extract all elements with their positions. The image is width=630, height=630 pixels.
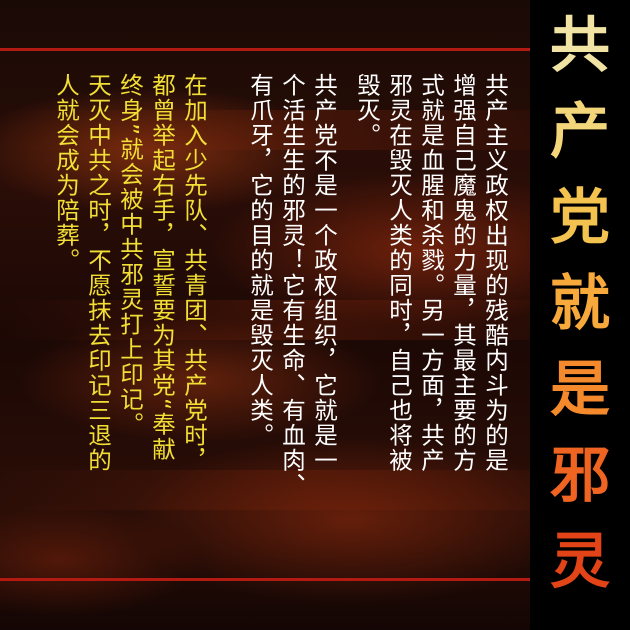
text-line: 毁灭。 bbox=[353, 73, 381, 148]
text-line: 有爪牙，它的目的就是毁灭人类。 bbox=[246, 73, 274, 448]
paragraph-3: 在加入少先队、共青团、共产党时， 都曾举起右手，宣誓要为其党“奉献 终身”就会被中共… bbox=[14, 73, 210, 578]
title-char: 产 bbox=[550, 97, 610, 167]
text-line: 个活生生的邪灵！它有生命、有血肉、 bbox=[278, 73, 306, 498]
text-line: 人就会成为陪葬。 bbox=[52, 73, 80, 273]
title-char: 灵 bbox=[550, 527, 610, 597]
cloud-band bbox=[0, 300, 630, 340]
text-line: 式就是血腥和杀戮。另一方面，共产 bbox=[417, 73, 445, 473]
text-line: 都曾举起右手，宣誓要为其党“奉献 bbox=[148, 73, 176, 462]
text-line: 天灭中共之时，不愿抹去印记三退的 bbox=[84, 73, 112, 473]
title-char: 党 bbox=[550, 183, 610, 253]
text-line: 增强自己魔鬼的力量，其最主要的方 bbox=[449, 73, 477, 473]
title-char: 是 bbox=[550, 355, 610, 425]
bottom-red-line bbox=[0, 578, 630, 581]
paragraph-1: 共产主义政权出现的残酷内斗为的是 增强自己魔鬼的力量，其最主要的方 式就是血腥和杀戮… bbox=[347, 73, 511, 578]
text-line: 邪灵在毁灭人类的同时，自己也将被 bbox=[385, 73, 413, 473]
text-line: 共产党不是一个政权组织，它就是一 bbox=[310, 73, 338, 473]
title-char: 邪 bbox=[550, 441, 610, 511]
top-red-line bbox=[0, 48, 630, 51]
cloud-band bbox=[0, 470, 630, 510]
title-char: 共 bbox=[550, 11, 610, 81]
text-line: 终身”就会被中共邪灵打上印记。 bbox=[116, 73, 144, 437]
text-line: 在加入少先队、共青团、共产党时， bbox=[180, 73, 208, 473]
title-char: 就 bbox=[550, 269, 610, 339]
text-line: 共产主义政权出现的残酷内斗为的是 bbox=[481, 73, 509, 473]
cloud-band bbox=[0, 110, 630, 150]
title-panel: 共 产 党 就 是 邪 灵 bbox=[530, 0, 630, 630]
paragraph-2: 共产党不是一个政权组织，它就是一 个活生生的邪灵！它有生命、有血肉、 有爪牙，它的目… bbox=[216, 73, 340, 578]
